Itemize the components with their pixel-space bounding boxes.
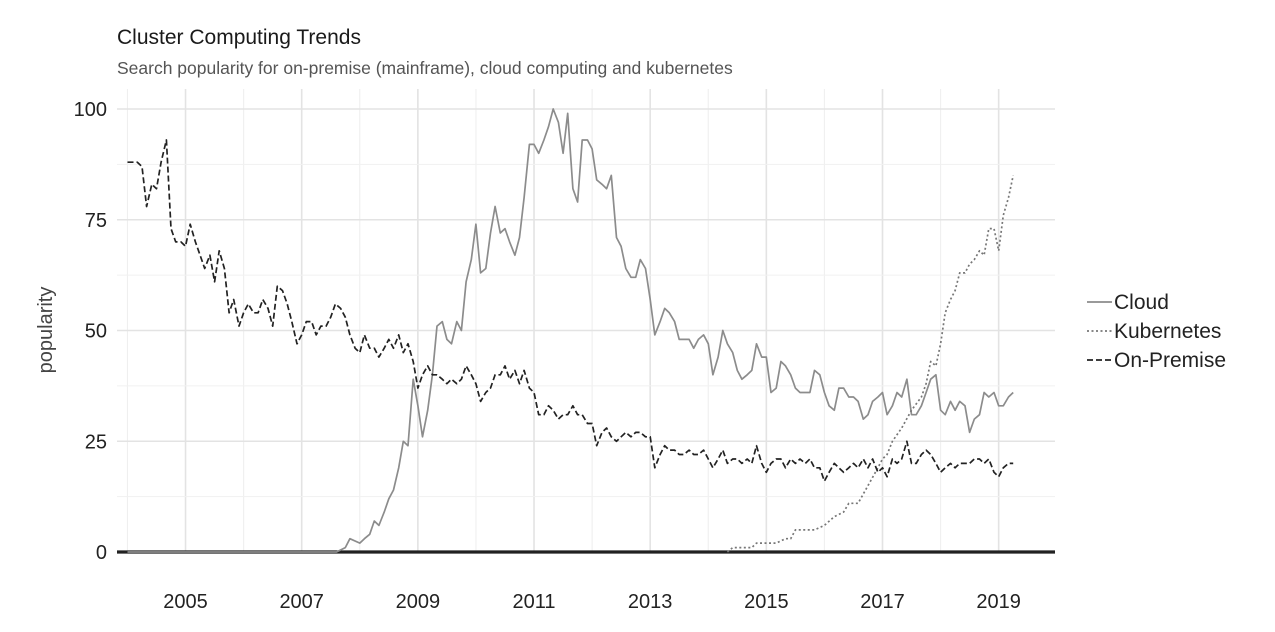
series-line-cloud (127, 108, 1014, 553)
x-axis-ticks: 2005 2007 2009 2011 2013 2015 2017 2019 (163, 591, 1021, 613)
x-tick-label: 2015 (744, 591, 789, 613)
x-tick-label: 2005 (163, 591, 208, 613)
series-lines (127, 108, 1015, 553)
legend: Cloud Kubernetes On-Premise (1087, 291, 1226, 372)
y-tick-label: 25 (85, 431, 107, 453)
series-line-kubernetes (726, 175, 1015, 553)
chart-title: Cluster Computing Trends (117, 26, 361, 49)
x-tick-label: 2017 (860, 591, 905, 613)
x-tick-label: 2007 (279, 591, 324, 613)
gridlines (117, 89, 1055, 553)
y-tick-label: 75 (85, 210, 107, 232)
x-tick-label: 2009 (396, 591, 441, 613)
legend-label: On-Premise (1114, 349, 1226, 372)
x-tick-label: 2013 (628, 591, 673, 613)
x-tick-label: 2019 (976, 591, 1021, 613)
chart-subtitle: Search popularity for on-premise (mainfr… (117, 58, 733, 78)
series-line-on-premise (127, 139, 1014, 482)
y-axis-ticks: 0 25 50 75 100 (74, 99, 107, 564)
y-tick-label: 0 (96, 542, 107, 564)
y-axis-title: popularity (35, 287, 57, 374)
legend-label: Kubernetes (1114, 320, 1221, 343)
x-tick-label: 2011 (513, 591, 556, 613)
y-tick-label: 100 (74, 99, 107, 121)
y-tick-label: 50 (85, 321, 107, 343)
legend-label: Cloud (1114, 291, 1169, 314)
